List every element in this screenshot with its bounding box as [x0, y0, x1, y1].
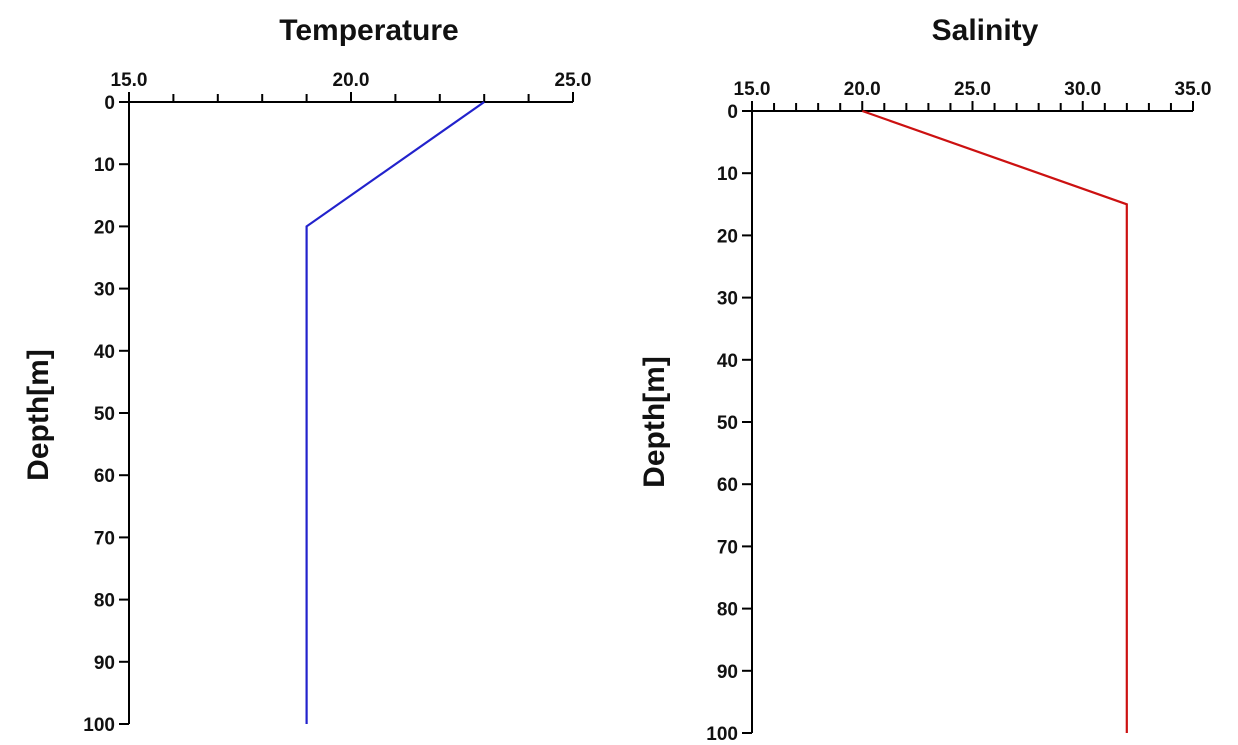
salinity-panel: Salinity Depth[m] 15.0 20.0 25.0 30.0 35.0 0 10 2…: [638, 14, 1211, 745]
y-tick-label: 20: [717, 226, 738, 247]
x-tick-label: 35.0: [1175, 79, 1212, 100]
y-tick-label: 20: [94, 217, 115, 238]
y-tick-label: 50: [94, 404, 115, 425]
x-tick-label: 15.0: [111, 70, 148, 91]
y-tick-label: 90: [94, 653, 115, 674]
chart-title: Temperature: [279, 14, 459, 47]
x-tick-label: 25.0: [954, 79, 991, 100]
y-tick-label: 100: [83, 715, 115, 736]
y-tick-label: 40: [717, 351, 738, 372]
y-axis-label: Depth[m]: [22, 349, 55, 481]
y-tick-label: 70: [94, 528, 115, 549]
series-line: [861, 109, 1128, 733]
x-tick-label: 20.0: [333, 70, 370, 91]
y-tick-label: 90: [717, 662, 738, 683]
y-axis-label: Depth[m]: [638, 356, 671, 488]
y-tick-label: 0: [727, 102, 738, 123]
x-tick-label: 25.0: [555, 70, 592, 91]
y-tick-label: 70: [717, 537, 738, 558]
y-tick-label: 60: [94, 466, 115, 487]
y-tick-label: 0: [104, 93, 115, 114]
y-tick-label: 80: [94, 591, 115, 612]
y-tick-label: 100: [706, 724, 738, 745]
y-tick-label: 80: [717, 600, 738, 621]
y-tick-label: 10: [717, 164, 738, 185]
series-line: [305, 101, 485, 724]
y-tick-label: 30: [717, 289, 738, 310]
temperature-panel: Temperature Depth[m] 15.0 20.0 25.0 0 10 20 30 40…: [22, 14, 591, 736]
x-tick-label: 15.0: [734, 79, 771, 100]
y-tick-label: 50: [717, 413, 738, 434]
x-tick-label: 30.0: [1064, 79, 1101, 100]
y-tick-label: 10: [94, 155, 115, 176]
chart-title: Salinity: [932, 14, 1039, 47]
y-tick-label: 40: [94, 342, 115, 363]
y-tick-label: 60: [717, 475, 738, 496]
y-tick-label: 30: [94, 280, 115, 301]
x-tick-label: 20.0: [844, 79, 881, 100]
